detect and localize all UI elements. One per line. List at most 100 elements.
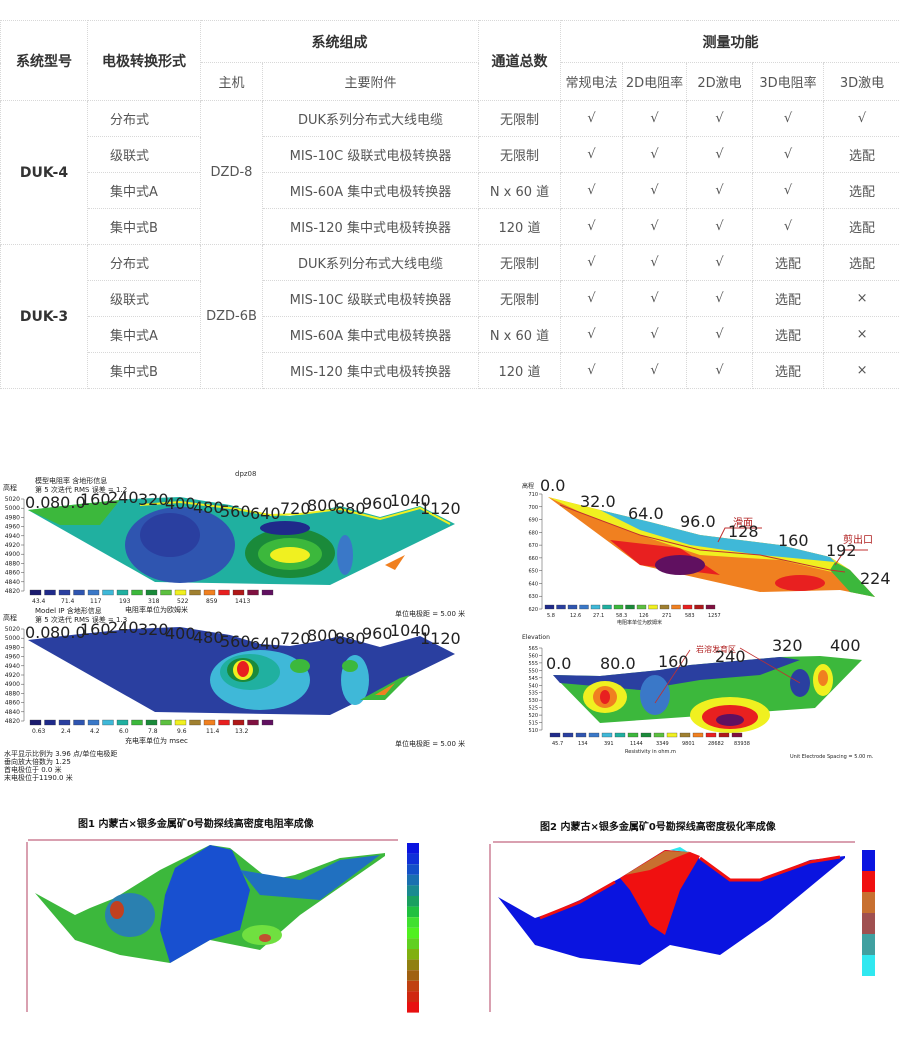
channel-count: 无限制 xyxy=(478,136,561,173)
function-support: 选配 xyxy=(752,244,824,281)
x-tick-label: 1040 xyxy=(390,491,431,510)
color-scale-swatch xyxy=(407,980,419,992)
y-tick-label: 700 xyxy=(528,505,538,511)
color-scale-swatch xyxy=(29,589,42,596)
y-tick-label: 520 xyxy=(528,713,538,719)
y-tick-label: 4880 xyxy=(5,690,20,697)
system-model: DUK-4 xyxy=(0,100,88,245)
x-tick-label: 960 xyxy=(362,624,393,643)
scale-unit: Resistivity in ohm.m xyxy=(625,749,676,755)
color-scale-swatch xyxy=(232,589,245,596)
color-scale-swatch xyxy=(44,589,56,596)
color-scale-swatch xyxy=(407,927,419,939)
color-scale-swatch xyxy=(247,719,259,726)
electrode-spacing: 单位电极距 = 5.00 米 xyxy=(395,609,465,618)
function-support: √ xyxy=(686,100,753,137)
color-scale-swatch xyxy=(203,589,216,596)
x-tick-label: 560 xyxy=(220,632,251,651)
color-scale-label: 9.6 xyxy=(177,728,187,735)
y-tick-label: 545 xyxy=(528,676,538,682)
color-scale-swatch xyxy=(87,589,100,596)
color-scale-swatch xyxy=(694,604,704,610)
function-support: × xyxy=(822,352,900,389)
channel-count: 120 道 xyxy=(478,208,561,245)
color-scale-label: 1144 xyxy=(630,741,643,747)
x-tick-label: 0.0 xyxy=(546,654,571,673)
function-support: √ xyxy=(686,136,753,173)
landslide-resistivity-section: 高程 滑面 剪出口 710 700 690 680 670 660 650 640 630 620… xyxy=(522,476,891,626)
color-scale-swatch xyxy=(160,719,172,726)
color-scale-label: 126 xyxy=(639,613,649,619)
y-tick-label: 5020 xyxy=(5,496,20,503)
color-scale-swatch xyxy=(567,604,578,610)
color-scale-label: 271 xyxy=(662,613,672,619)
color-scale-label: 71.4 xyxy=(61,598,75,605)
x-tick-label: 720 xyxy=(280,629,311,648)
color-scale-swatch xyxy=(640,732,652,738)
function-support: √ xyxy=(822,100,900,137)
color-scale-swatch xyxy=(131,589,143,596)
color-scale-swatch xyxy=(261,589,274,596)
x-tick-label: 480 xyxy=(193,498,224,517)
channel-count: 无限制 xyxy=(478,280,561,317)
x-tick-label: 960 xyxy=(362,494,393,513)
header-switch-form: 电极转换形式 xyxy=(87,20,201,101)
color-scale-swatch xyxy=(218,719,230,726)
color-scale-swatch xyxy=(627,732,639,738)
color-scale-swatch xyxy=(731,732,743,738)
y-tick-label: 630 xyxy=(528,594,538,600)
color-scale-swatch xyxy=(579,604,589,610)
electrode-spacing: 单位电极距 = 5.00 米 xyxy=(395,739,465,748)
x-tick-label: 400 xyxy=(830,636,861,655)
table-row: 级联式 MIS-10C 级联式电极转换器 无限制 √ √ √ √ 选配 xyxy=(1,136,900,173)
x-tick-label: 80.0 xyxy=(50,623,86,642)
figure-title: 图2 内蒙古×银多金属矿0号勘探线高密度极化率成像 xyxy=(540,820,777,833)
function-support: √ xyxy=(622,136,687,173)
x-tick-label: 480 xyxy=(193,628,224,647)
color-scale-swatch xyxy=(189,719,201,726)
y-tick-label: 4880 xyxy=(5,560,20,567)
annotation-shear-outlet: 剪出口 xyxy=(843,533,873,546)
function-support: √ xyxy=(560,100,623,137)
header-func: 3D激电 xyxy=(822,62,900,101)
y-tick-label: 565 xyxy=(528,646,538,652)
color-scale-swatch xyxy=(407,874,419,886)
header-host: 主机 xyxy=(200,62,263,101)
color-scale-swatch xyxy=(862,913,875,934)
x-tick-label: 320 xyxy=(138,620,169,639)
color-scale-swatch xyxy=(58,719,71,726)
x-tick-label: 720 xyxy=(280,499,311,518)
system-spec-table: 系统型号 电极转换形式 系统组成 通道总数 测量功能 主机 主要附件 常规电法 … xyxy=(0,20,900,389)
color-scale-label: 4.2 xyxy=(90,728,100,735)
color-scale-swatch xyxy=(407,853,419,865)
x-tick-label: 640 xyxy=(250,634,281,653)
x-tick-label: 224 xyxy=(860,569,891,588)
header-channels: 通道总数 xyxy=(478,20,561,101)
color-scale-swatch xyxy=(102,589,114,596)
x-tick-label: 560 xyxy=(220,502,251,521)
y-tick-label: 710 xyxy=(528,492,538,498)
function-support: 选配 xyxy=(822,244,900,281)
x-tick-label: 240 xyxy=(715,647,746,666)
function-support: √ xyxy=(686,280,753,317)
function-support: √ xyxy=(752,208,824,245)
switch-form: 集中式A xyxy=(87,316,201,353)
table-row: 集中式B MIS-120 集中式电极转换器 120 道 √ √ √ √ 选配 xyxy=(1,208,900,245)
y-tick-label: 5000 xyxy=(5,505,20,512)
color-scale-swatch xyxy=(636,604,647,610)
color-scale-swatch xyxy=(862,892,875,913)
function-support: × xyxy=(822,280,900,317)
y-tick-label: 640 xyxy=(528,581,538,587)
color-scale-swatch xyxy=(588,732,600,738)
panel-caption: 第 5 次迭代 RMS 误差 = 1.3 xyxy=(35,615,127,624)
y-tick-label: 4960 xyxy=(5,524,20,531)
header-accessory: 主要附件 xyxy=(262,62,479,101)
function-support: √ xyxy=(622,208,687,245)
function-support: √ xyxy=(560,244,623,281)
function-support: √ xyxy=(622,244,687,281)
color-scale-swatch xyxy=(666,732,678,738)
function-support: √ xyxy=(560,136,623,173)
color-scale-label: 1413 xyxy=(235,598,250,605)
color-scale-label: 583 xyxy=(685,613,695,619)
color-scale-label: 58.3 xyxy=(616,613,627,619)
